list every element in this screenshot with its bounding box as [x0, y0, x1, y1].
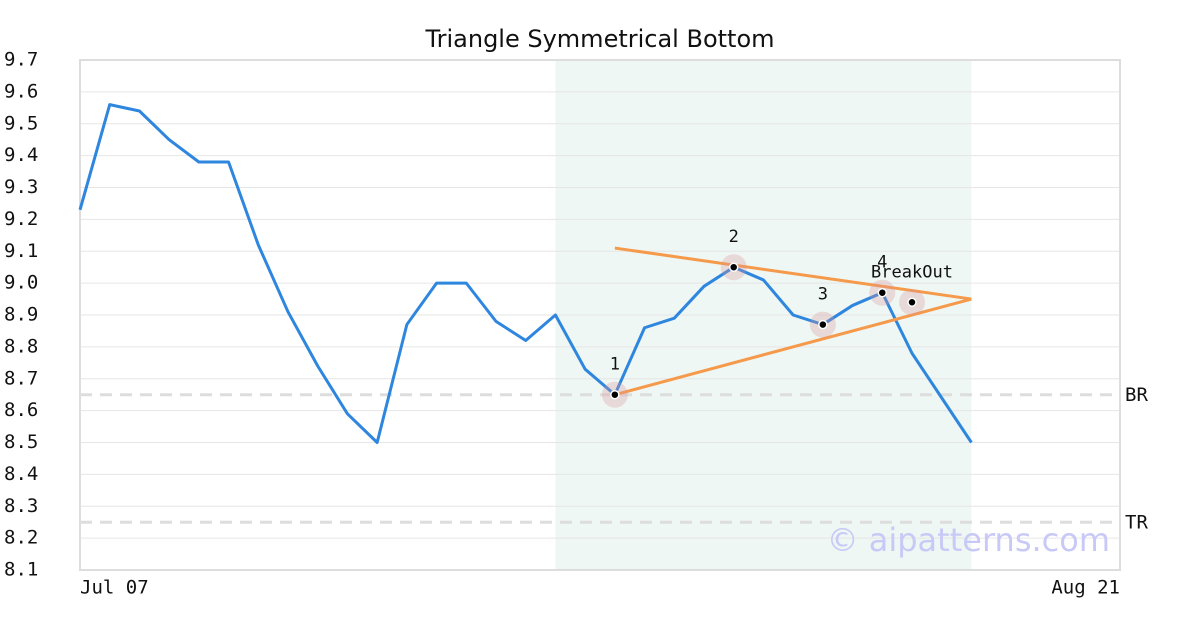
- pattern-label: BreakOut: [871, 262, 953, 282]
- y-tick-label: 8.8: [4, 335, 38, 357]
- chart-title: Triangle Symmetrical Bottom: [424, 25, 774, 53]
- plot-frame: [79, 59, 1121, 571]
- pattern-label: 2: [729, 227, 739, 247]
- pattern-label: 1: [610, 355, 620, 375]
- y-tick-label: 9.6: [4, 80, 38, 102]
- y-tick-label: 8.5: [4, 431, 38, 453]
- y-tick-label: 9.7: [4, 49, 38, 71]
- y-tick-label: 9.5: [4, 112, 38, 134]
- y-tick-label: 8.1: [4, 559, 38, 581]
- trend-line: [614, 246, 972, 301]
- pattern-point: [907, 297, 917, 307]
- pattern-point: [818, 319, 828, 330]
- y-tick-label: 8.3: [4, 495, 38, 517]
- x-tick-label: Aug 21: [1051, 577, 1120, 599]
- y-tick-label: 9.2: [4, 208, 38, 230]
- y-tick-label: 9.1: [4, 240, 38, 262]
- pattern-label: 3: [818, 285, 828, 305]
- trend-line: [614, 297, 972, 397]
- y-tick-label: 9.4: [4, 144, 38, 166]
- y-tick-label: 8.7: [4, 367, 38, 389]
- y-tick-label: 9.0: [4, 272, 38, 294]
- pattern-label: 4: [877, 253, 887, 273]
- pattern-point: [610, 389, 620, 400]
- level-label: BR: [1125, 384, 1148, 406]
- y-tick-label: 8.6: [4, 399, 38, 421]
- y-tick-label: 8.2: [4, 527, 38, 549]
- x-tick-label: Jul 07: [80, 577, 149, 599]
- y-tick-label: 8.9: [4, 304, 38, 326]
- y-tick-label: 8.4: [4, 463, 38, 485]
- y-tick-label: 9.3: [4, 176, 38, 198]
- pattern-point: [877, 287, 888, 298]
- watermark: © aipatterns.com: [827, 521, 1110, 559]
- level-label: TR: [1125, 512, 1148, 534]
- pattern-point: [728, 262, 739, 272]
